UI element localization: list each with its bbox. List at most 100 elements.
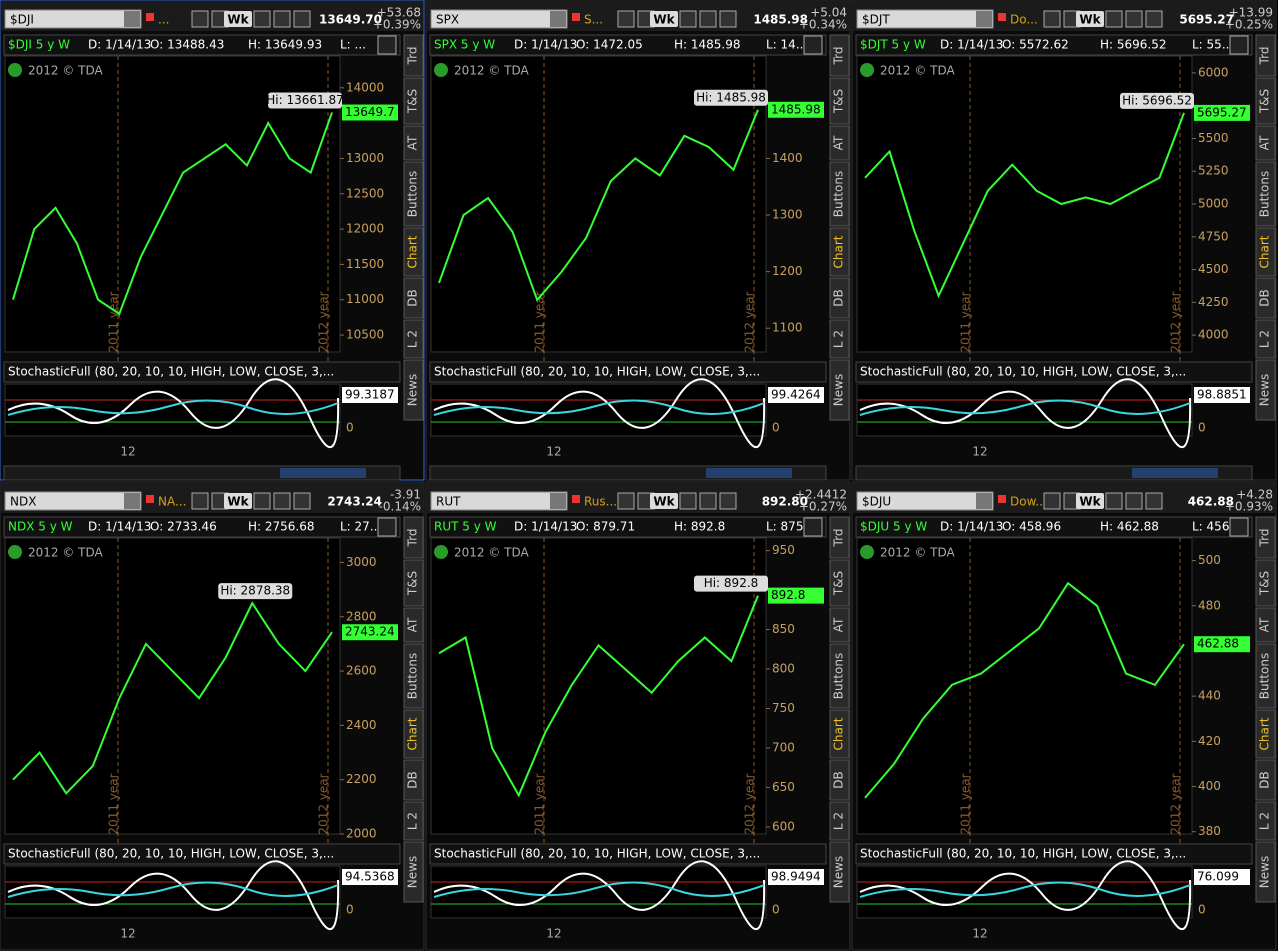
symbol-box[interactable] [4,9,142,29]
side-tab[interactable] [1255,559,1276,607]
info-icon[interactable] [860,63,874,77]
tool-icon[interactable] [1125,492,1143,510]
side-tab[interactable] [829,559,850,607]
side-tab[interactable] [1255,709,1276,759]
symbol-box[interactable] [430,9,568,29]
side-tab[interactable] [403,607,424,643]
side-tab[interactable] [1255,77,1276,125]
tool-icon[interactable] [1043,492,1061,510]
tool-icon[interactable] [1043,10,1061,28]
symbol-dropdown[interactable] [976,493,992,509]
scroll-thumb[interactable] [280,468,366,478]
style-button[interactable] [1229,35,1249,55]
side-tab[interactable] [829,359,850,421]
side-tab[interactable] [829,227,850,277]
side-tab[interactable] [403,559,424,607]
tool-icon[interactable] [699,492,717,510]
symbol-dropdown[interactable] [124,11,140,27]
scroll-thumb[interactable] [706,468,792,478]
tool-icon[interactable] [253,10,271,28]
tool-icon[interactable] [719,492,737,510]
tool-icon[interactable] [617,10,635,28]
symbol-dropdown[interactable] [124,493,140,509]
tool-icon[interactable] [679,10,697,28]
tool-icon[interactable] [1105,10,1123,28]
side-tab[interactable] [1255,643,1276,709]
tool-icon[interactable] [1125,10,1143,28]
side-tab[interactable] [1255,161,1276,227]
side-tab[interactable] [403,34,424,77]
style-button[interactable] [803,517,823,537]
side-tab[interactable] [1255,125,1276,161]
side-tab[interactable] [403,759,424,801]
side-tab[interactable] [403,359,424,421]
side-tab[interactable] [1255,227,1276,277]
tool-icon[interactable] [617,492,635,510]
side-tab[interactable] [829,161,850,227]
style-button[interactable] [803,35,823,55]
side-tab[interactable] [1255,607,1276,643]
side-tab[interactable] [829,125,850,161]
tool-icon[interactable] [273,10,291,28]
style-button[interactable] [1229,517,1249,537]
side-tab[interactable] [829,34,850,77]
info-icon[interactable] [434,545,448,559]
symbol-dropdown[interactable] [976,11,992,27]
tool-icon[interactable] [719,10,737,28]
tool-icon[interactable] [253,492,271,510]
symbol-box[interactable] [430,491,568,511]
side-tab[interactable] [829,77,850,125]
side-tab[interactable] [829,841,850,903]
side-tab[interactable] [829,319,850,359]
aggregation-button[interactable] [1076,493,1104,509]
side-tab[interactable] [1255,801,1276,841]
side-tab[interactable] [1255,319,1276,359]
style-button[interactable] [377,517,397,537]
side-tab[interactable] [829,516,850,559]
symbol-dropdown[interactable] [550,11,566,27]
tool-icon[interactable] [293,10,311,28]
tool-icon[interactable] [679,492,697,510]
side-tab[interactable] [829,643,850,709]
side-tab[interactable] [1255,841,1276,903]
tool-icon[interactable] [293,492,311,510]
tool-icon[interactable] [191,10,209,28]
side-tab[interactable] [403,319,424,359]
side-tab[interactable] [403,709,424,759]
side-tab[interactable] [403,161,424,227]
aggregation-button[interactable] [224,11,252,27]
symbol-box[interactable] [4,491,142,511]
side-tab[interactable] [1255,759,1276,801]
symbol-box[interactable] [856,491,994,511]
side-tab[interactable] [403,77,424,125]
symbol-box[interactable] [856,9,994,29]
side-tab[interactable] [829,607,850,643]
side-tab[interactable] [1255,34,1276,77]
side-tab[interactable] [403,643,424,709]
aggregation-button[interactable] [1076,11,1104,27]
info-icon[interactable] [434,63,448,77]
style-button[interactable] [377,35,397,55]
side-tab[interactable] [403,277,424,319]
aggregation-button[interactable] [650,493,678,509]
side-tab[interactable] [1255,516,1276,559]
aggregation-button[interactable] [224,493,252,509]
side-tab[interactable] [829,801,850,841]
side-tab[interactable] [403,516,424,559]
tool-icon[interactable] [273,492,291,510]
side-tab[interactable] [403,125,424,161]
tool-icon[interactable] [191,492,209,510]
side-tab[interactable] [403,801,424,841]
side-tab[interactable] [829,709,850,759]
symbol-dropdown[interactable] [550,493,566,509]
info-icon[interactable] [8,63,22,77]
aggregation-button[interactable] [650,11,678,27]
side-tab[interactable] [403,841,424,903]
tool-icon[interactable] [1105,492,1123,510]
tool-icon[interactable] [1145,492,1163,510]
side-tab[interactable] [1255,359,1276,421]
scroll-thumb[interactable] [1132,468,1218,478]
side-tab[interactable] [1255,277,1276,319]
side-tab[interactable] [829,759,850,801]
side-tab[interactable] [829,277,850,319]
